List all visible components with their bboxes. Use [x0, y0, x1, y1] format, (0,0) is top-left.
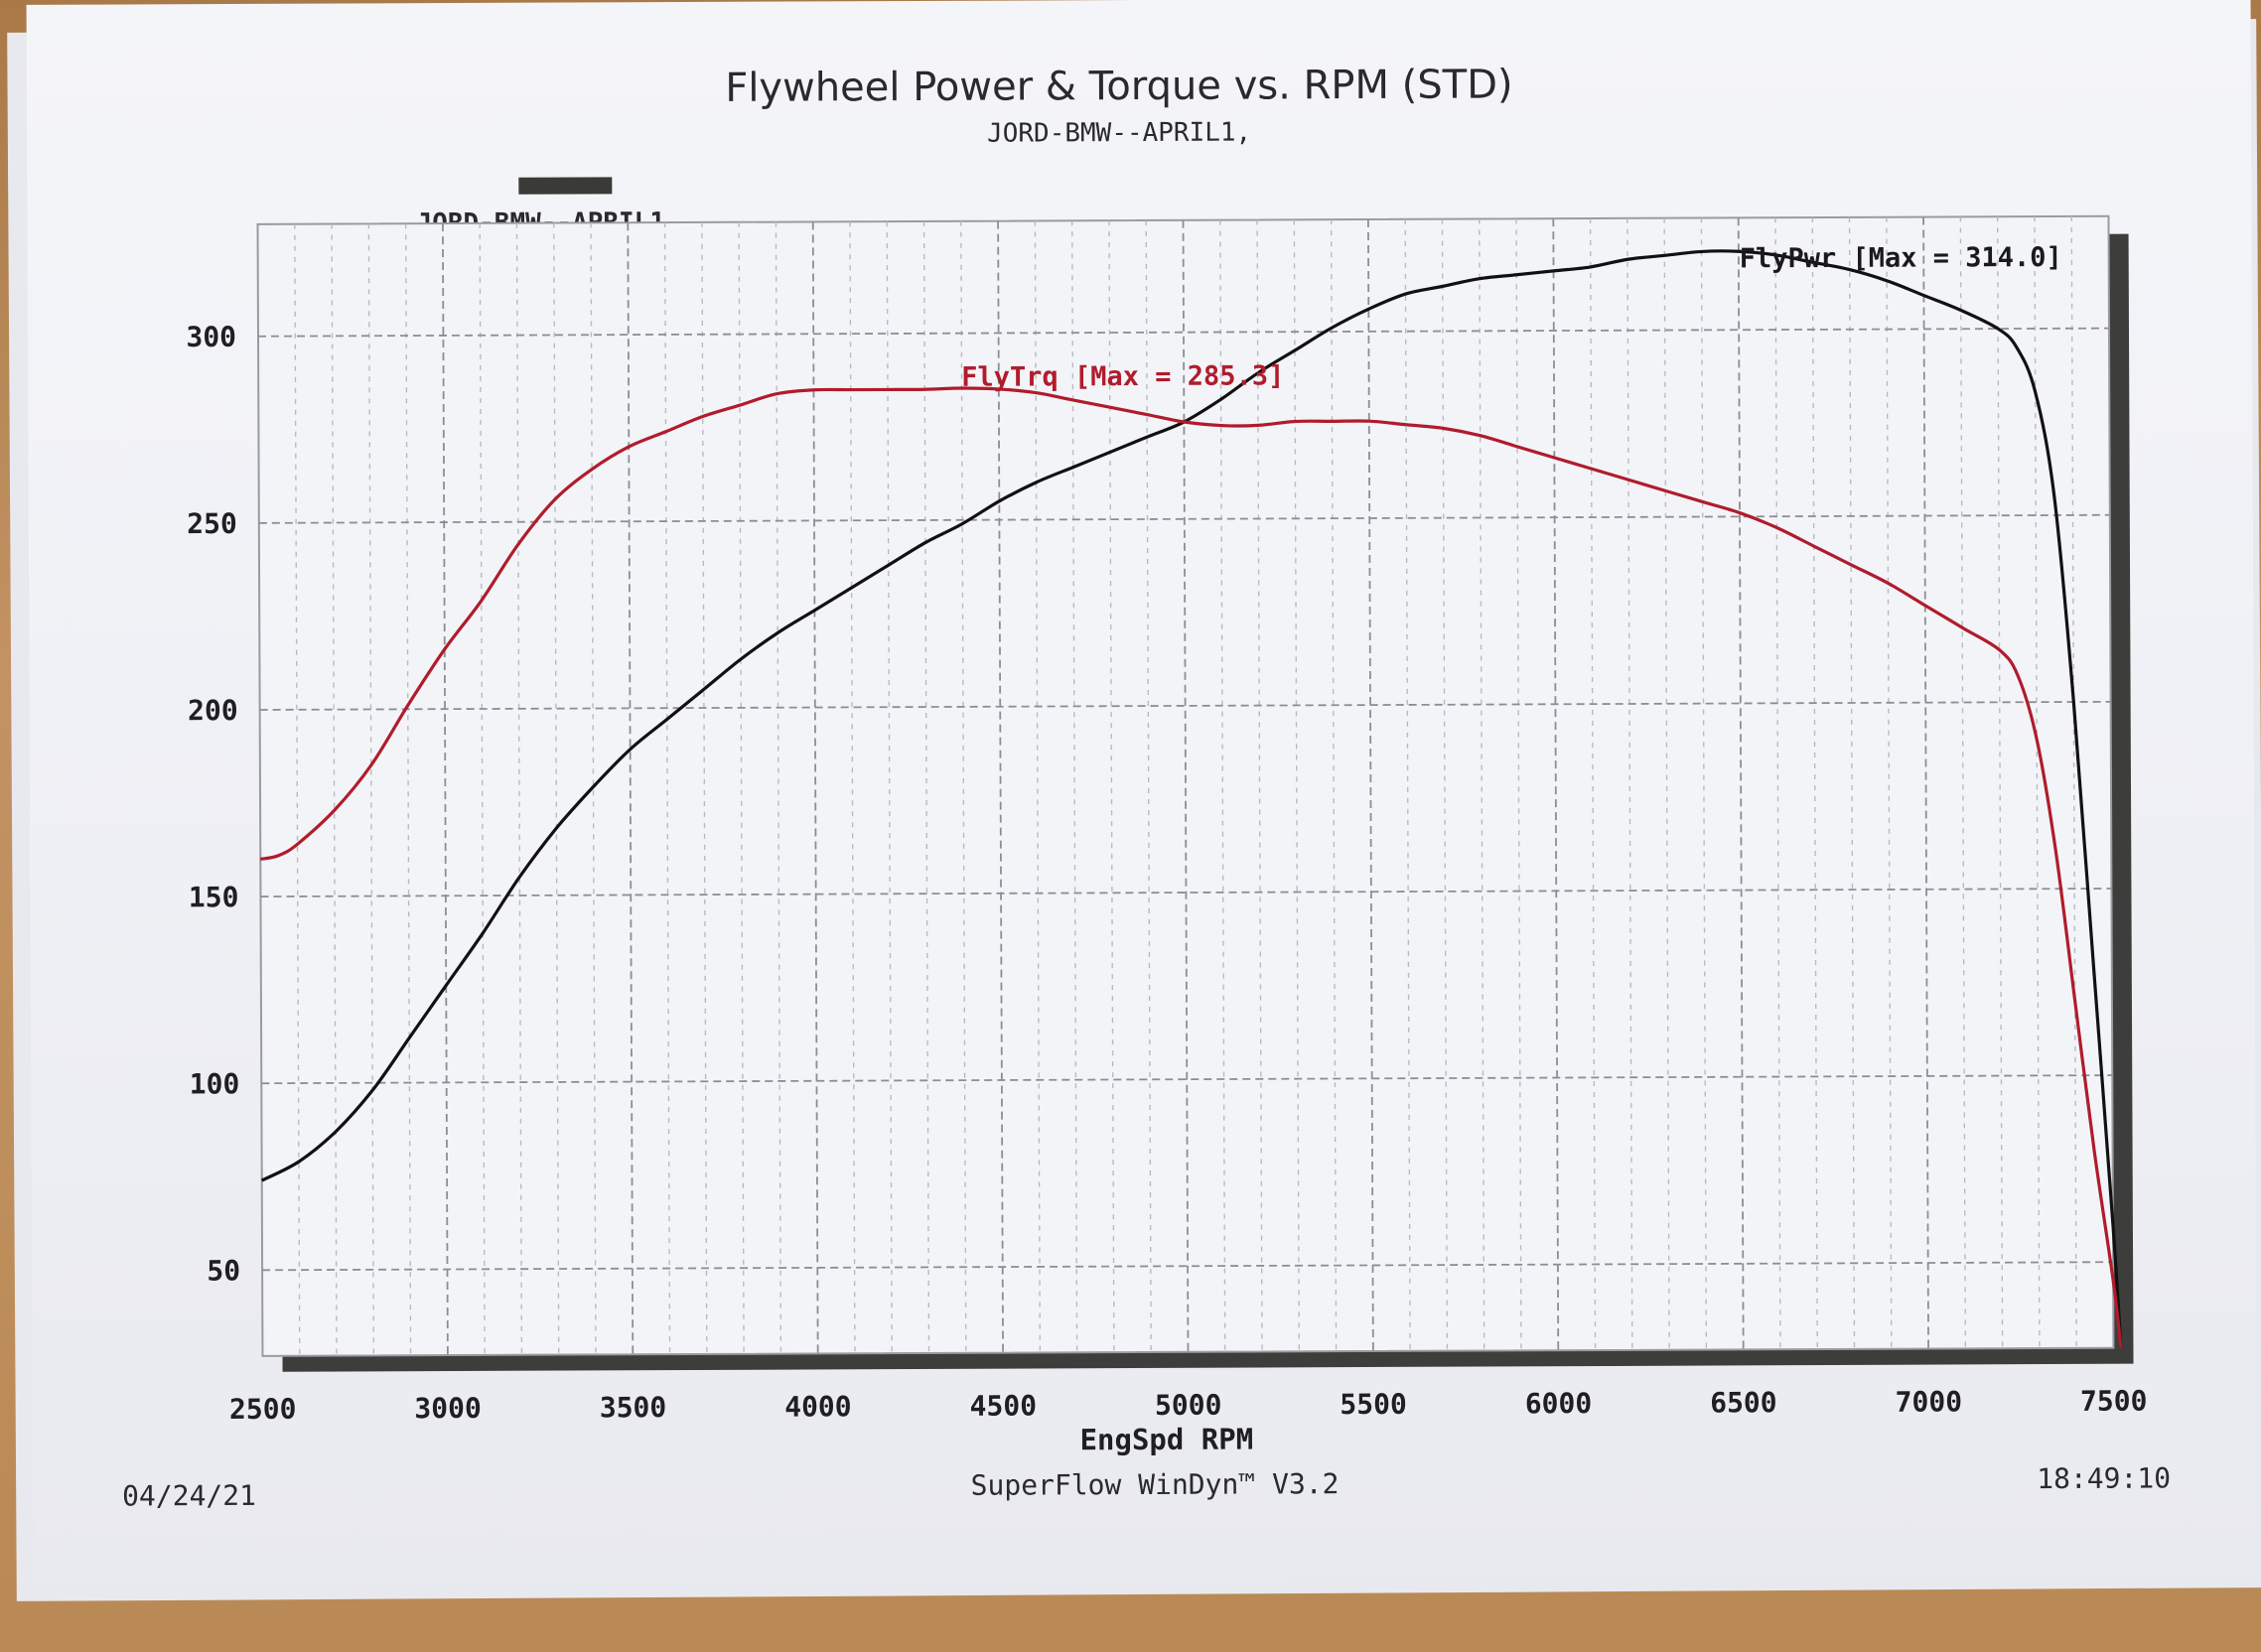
- grid-line-minor: [849, 221, 856, 1354]
- grid-line-minor: [1811, 217, 1818, 1350]
- grid-line-minor: [701, 221, 708, 1354]
- grid-major: [257, 216, 2114, 1356]
- grid-line-minor: [738, 221, 745, 1354]
- grid-line-x: [442, 223, 449, 1356]
- chart-subtitle: JORD-BMW--APRIL1,: [987, 118, 1251, 149]
- x-tick-label: 4000: [784, 1390, 852, 1423]
- grid-line-x: [1366, 218, 1374, 1351]
- grid-line-x: [627, 222, 635, 1355]
- grid-line-minor: [1996, 216, 2004, 1349]
- grid-line-minor: [886, 221, 893, 1354]
- grid-line-y: [257, 327, 2109, 338]
- grid-line-minor: [1959, 216, 1967, 1349]
- x-tick-label: 2500: [229, 1393, 297, 1426]
- grid-line-minor: [1256, 219, 1263, 1352]
- grid-line-minor: [775, 221, 782, 1354]
- grid-line-minor: [1404, 218, 1411, 1351]
- grid-line-minor: [922, 220, 930, 1353]
- x-tick-label: 5000: [1155, 1389, 1222, 1422]
- grid-line-minor: [2070, 215, 2077, 1348]
- y-axis-ticks: 50 100 150 200 250 300: [186, 321, 240, 1288]
- y-tick-label: 50: [207, 1254, 240, 1287]
- grid-line-x: [997, 220, 1004, 1353]
- grid-line-y: [259, 700, 2111, 711]
- grid-line-minor: [1663, 217, 1670, 1350]
- grid-line-minor: [1774, 217, 1781, 1350]
- grid-line-minor: [1330, 219, 1338, 1352]
- grid-line-minor: [1700, 217, 1708, 1350]
- flytrq-max-annotation: FlyTrq [Max = 285.3]: [961, 360, 1284, 392]
- y-tick-label: 150: [189, 881, 239, 913]
- grid-line-minor: [1441, 218, 1449, 1351]
- chart-title: Flywheel Power & Torque vs. RPM (STD): [725, 62, 1513, 110]
- x-tick-label: 7000: [1896, 1385, 1963, 1418]
- grid-line-x: [1552, 218, 1560, 1351]
- grid-line-minor: [1070, 220, 1078, 1353]
- grid-line-minor: [1848, 216, 1856, 1349]
- y-tick-label: 250: [187, 507, 237, 540]
- grid-line-minor: [590, 222, 597, 1355]
- grid-minor: [294, 215, 2077, 1356]
- x-tick-label: 6000: [1525, 1387, 1593, 1420]
- y-tick-label: 100: [190, 1067, 240, 1100]
- dyno-chart: Flywheel Power & Torque vs. RPM (STD) JO…: [122, 62, 2171, 1513]
- grid-line-minor: [2034, 216, 2041, 1349]
- grid-line-minor: [553, 222, 560, 1355]
- grid-line-minor: [515, 222, 523, 1355]
- grid-line-minor: [1293, 219, 1301, 1352]
- grid-line-x: [811, 221, 819, 1354]
- series-flytrq-line: [259, 386, 2123, 1348]
- x-tick-label: 6500: [1710, 1386, 1777, 1419]
- grid-line-minor: [294, 223, 301, 1356]
- legend-swatch: [518, 177, 613, 195]
- flypwr-max-annotation: FlyPwr [Max = 314.0]: [1740, 242, 2062, 274]
- grid-line-minor: [1589, 218, 1597, 1351]
- grid-line-minor: [367, 223, 375, 1356]
- x-tick-label: 4500: [970, 1389, 1038, 1422]
- y-tick-label: 300: [186, 321, 236, 353]
- grid-line-x: [1737, 217, 1745, 1350]
- grid-line-minor: [960, 220, 967, 1353]
- grid-line-minor: [1515, 218, 1522, 1351]
- grid-line-minor: [404, 223, 412, 1356]
- grid-line-minor: [1108, 220, 1115, 1353]
- grid-line-y: [262, 1261, 2114, 1272]
- grid-line-y: [258, 513, 2110, 524]
- grid-line-x: [1922, 216, 1929, 1349]
- grid-line-minor: [1886, 216, 1893, 1349]
- grid-line-minor: [331, 223, 338, 1356]
- x-axis-ticks: 2500 3000 3500 4000 4500 5000 5500 6000 6500 7000…: [229, 1385, 2148, 1426]
- series-flypwr-line: [260, 249, 2123, 1348]
- x-tick-label: 3000: [414, 1392, 482, 1425]
- print-date: 04/24/21: [122, 1479, 256, 1513]
- x-tick-label: 5500: [1340, 1388, 1407, 1421]
- printout-sheet: Flywheel Power & Torque vs. RPM (STD) JO…: [26, 0, 2258, 1583]
- grid-line-minor: [663, 222, 671, 1355]
- y-tick-label: 200: [188, 694, 238, 727]
- grid-line-x: [1182, 219, 1190, 1352]
- x-tick-label: 3500: [600, 1391, 667, 1424]
- x-axis-title: EngSpd RPM: [1079, 1423, 1253, 1457]
- grid-line-minor: [1626, 217, 1633, 1350]
- grid-line-minor: [1034, 220, 1042, 1353]
- grid-line-y: [260, 888, 2112, 898]
- print-time: 18:49:10: [2037, 1461, 2171, 1495]
- x-tick-label: 7500: [2080, 1385, 2148, 1418]
- grid-line-minor: [1479, 218, 1485, 1351]
- grid-line-minor: [1145, 219, 1152, 1352]
- grid-line-minor: [479, 222, 486, 1355]
- grid-line-minor: [1219, 219, 1226, 1352]
- grid-line-y: [261, 1074, 2113, 1085]
- software-version: SuperFlow WinDyn™ V3.2: [971, 1467, 1340, 1502]
